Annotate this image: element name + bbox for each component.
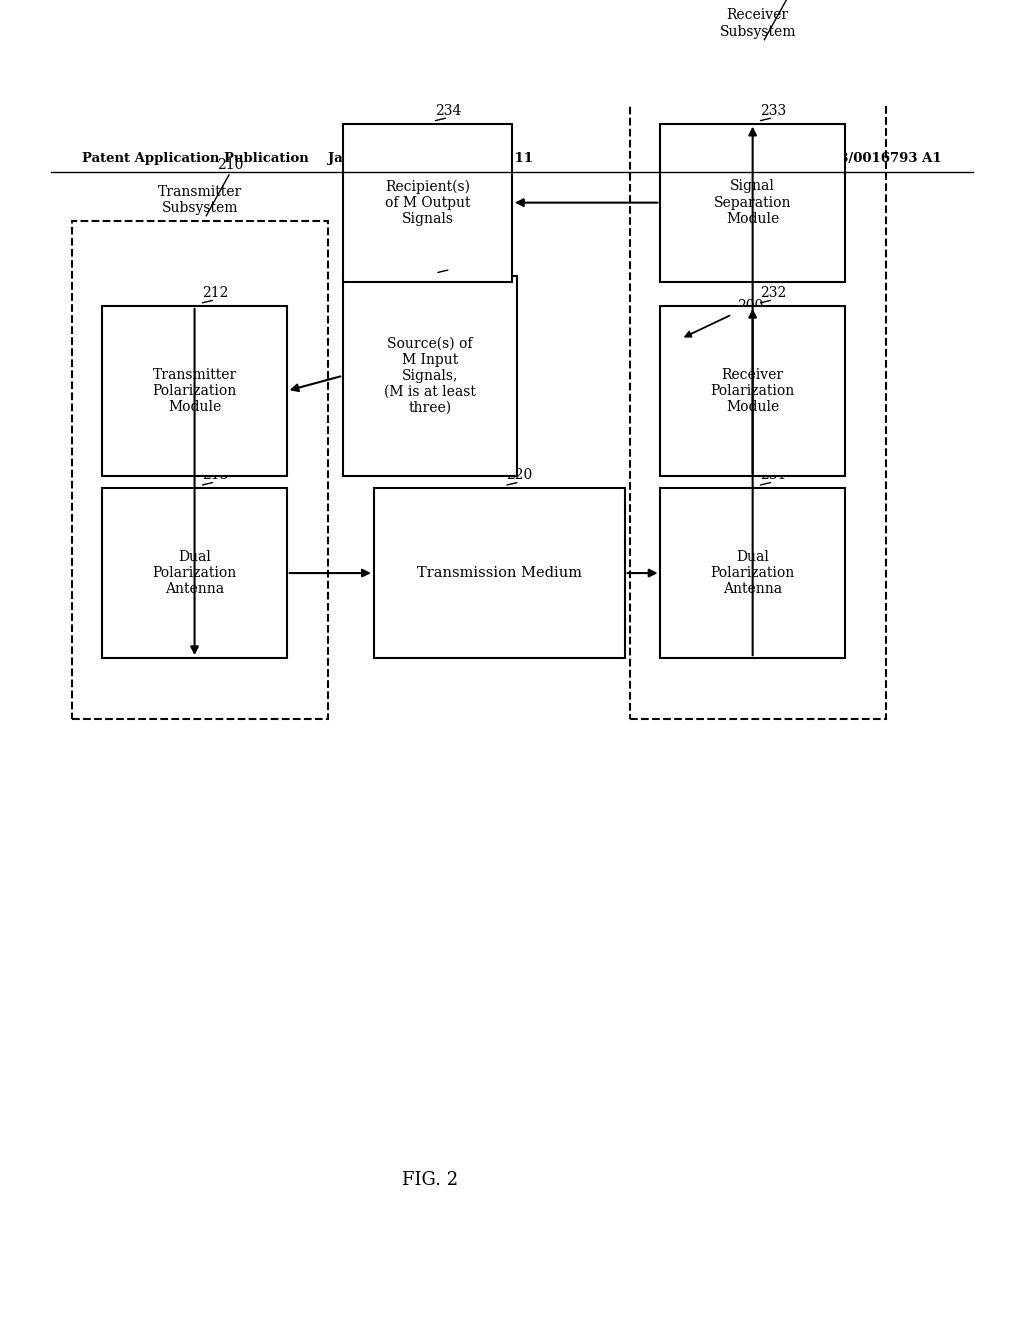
Text: 234: 234 xyxy=(435,104,461,117)
Text: Recipient(s)
of M Output
Signals: Recipient(s) of M Output Signals xyxy=(385,180,470,226)
FancyBboxPatch shape xyxy=(660,306,845,477)
Text: 211: 211 xyxy=(437,256,464,269)
Text: Dual
Polarization
Antenna: Dual Polarization Antenna xyxy=(711,550,795,597)
Text: Dual
Polarization
Antenna: Dual Polarization Antenna xyxy=(153,550,237,597)
Text: 220: 220 xyxy=(507,469,532,482)
Text: 231: 231 xyxy=(760,469,786,482)
Text: Transmitter
Polarization
Module: Transmitter Polarization Module xyxy=(153,368,237,414)
Text: FIG. 2: FIG. 2 xyxy=(402,1171,458,1189)
Text: 212: 212 xyxy=(202,286,228,300)
Text: Source(s) of
M Input
Signals,
(M is at least
three): Source(s) of M Input Signals, (M is at l… xyxy=(384,337,476,414)
FancyBboxPatch shape xyxy=(660,488,845,659)
Text: Jan. 17, 2013  Sheet 2 of 11: Jan. 17, 2013 Sheet 2 of 11 xyxy=(328,152,532,165)
Text: Transmission Medium: Transmission Medium xyxy=(417,566,582,579)
Text: Transmitter
Subsystem: Transmitter Subsystem xyxy=(158,185,242,215)
FancyBboxPatch shape xyxy=(660,124,845,281)
Text: 233: 233 xyxy=(760,104,786,117)
Text: Receiver
Subsystem: Receiver Subsystem xyxy=(720,8,796,38)
FancyBboxPatch shape xyxy=(343,276,517,477)
FancyBboxPatch shape xyxy=(102,488,287,659)
Text: US 2013/0016793 A1: US 2013/0016793 A1 xyxy=(786,152,942,165)
FancyBboxPatch shape xyxy=(343,124,512,281)
Text: 200: 200 xyxy=(737,298,764,313)
Text: Signal
Separation
Module: Signal Separation Module xyxy=(714,180,792,226)
Text: Patent Application Publication: Patent Application Publication xyxy=(82,152,308,165)
FancyBboxPatch shape xyxy=(102,306,287,477)
Text: 210: 210 xyxy=(217,158,244,173)
FancyBboxPatch shape xyxy=(374,488,625,659)
Text: Receiver
Polarization
Module: Receiver Polarization Module xyxy=(711,368,795,414)
Text: 232: 232 xyxy=(760,286,786,300)
Text: 213: 213 xyxy=(202,469,228,482)
